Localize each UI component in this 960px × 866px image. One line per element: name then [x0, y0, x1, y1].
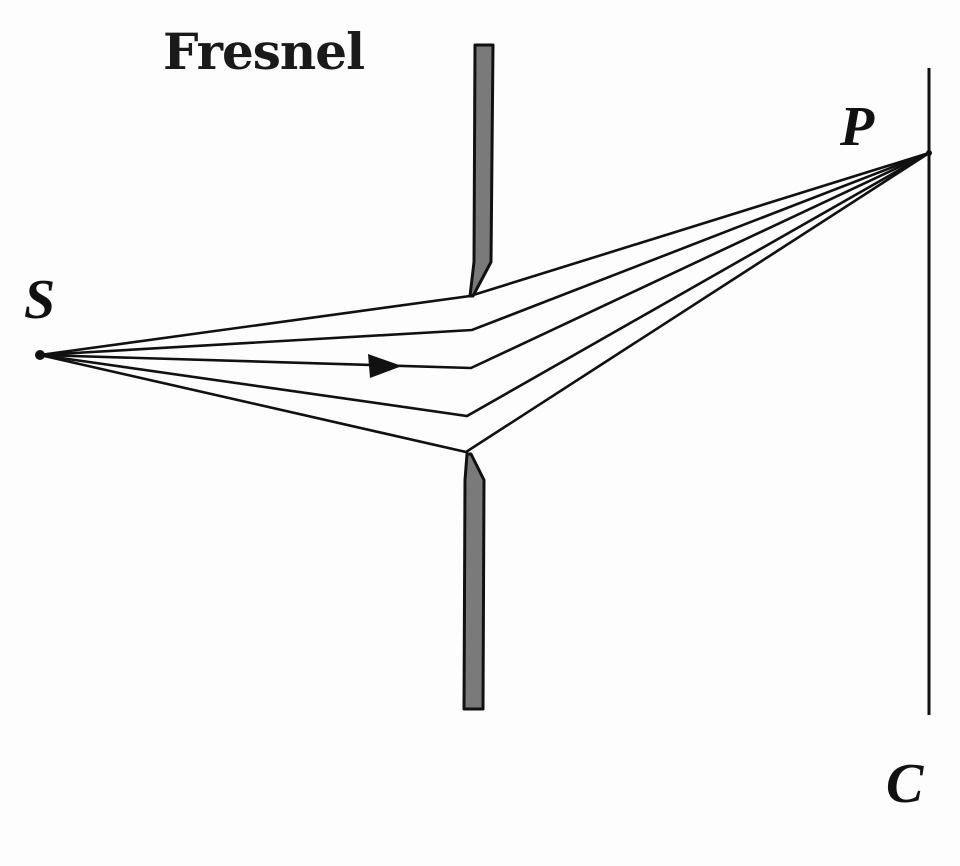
diagram-title: Fresnel [163, 22, 365, 81]
source-label: S [24, 269, 56, 331]
source-point [35, 350, 45, 360]
screen-label: C [886, 753, 924, 815]
ray-4 [39, 151, 930, 418]
ray-5 [39, 151, 930, 454]
ray-2 [39, 151, 930, 357]
point-label: P [840, 96, 875, 158]
barrier-lower [462, 452, 486, 711]
ray-3 [39, 151, 930, 370]
observation-point [926, 150, 932, 156]
ray-direction-arrow [368, 354, 402, 378]
ray-1 [39, 151, 930, 357]
barrier-upper [468, 43, 495, 298]
